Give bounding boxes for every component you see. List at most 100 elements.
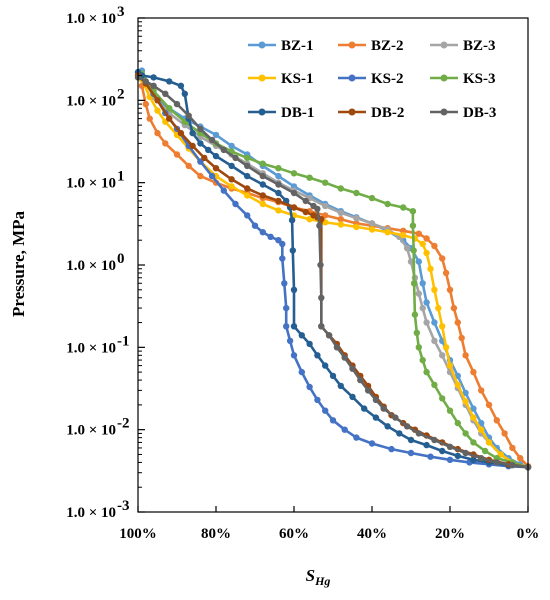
legend-swatch-marker-ks-1 bbox=[258, 74, 266, 82]
data-point-ks-1-19 bbox=[400, 232, 407, 239]
data-point-ks-3-30 bbox=[454, 419, 461, 427]
data-point-bz-2-25 bbox=[442, 269, 450, 277]
legend-item-db-1: DB-1 bbox=[248, 105, 314, 121]
legend-label-db-1: DB-1 bbox=[281, 105, 314, 121]
data-point-ks-3-15 bbox=[368, 194, 376, 202]
data-point-ks-1-18 bbox=[384, 229, 391, 236]
data-point-ks-2-28 bbox=[368, 440, 376, 447]
data-point-bz-2-32 bbox=[478, 387, 485, 394]
data-point-db-1-35 bbox=[454, 452, 461, 460]
legend-label-ks-3: KS-3 bbox=[463, 71, 496, 87]
data-point-ks-1-8 bbox=[228, 183, 235, 190]
series-db-1 bbox=[134, 68, 532, 471]
legend-label-ks-1: KS-1 bbox=[281, 71, 314, 87]
data-point-db-3-29 bbox=[392, 414, 399, 421]
data-point-bz-2-7 bbox=[197, 172, 204, 180]
data-point-ks-1-17 bbox=[368, 226, 376, 233]
data-point-ks-3-21 bbox=[410, 280, 418, 287]
legend-swatch-marker-bz-3 bbox=[440, 41, 448, 49]
data-point-ks-2-7 bbox=[220, 187, 227, 194]
data-point-bz-2-31 bbox=[470, 368, 477, 376]
data-point-db-3-35 bbox=[478, 455, 485, 462]
data-point-ks-2-30 bbox=[407, 449, 415, 457]
data-point-db-1-9 bbox=[205, 146, 212, 154]
data-point-db-1-29 bbox=[372, 414, 380, 421]
legend-item-bz-1: BZ-1 bbox=[248, 38, 314, 54]
data-point-db-2-6 bbox=[201, 154, 208, 162]
y-tick-label-exp-4: 1 bbox=[117, 169, 125, 185]
y-tick-label-exp-0: -3 bbox=[117, 498, 130, 514]
legend-item-bz-3: BZ-3 bbox=[430, 38, 496, 54]
data-point-db-1-28 bbox=[361, 405, 368, 412]
legend-label-db-3: DB-3 bbox=[463, 105, 496, 121]
legend: BZ-1 BZ-2 BZ-3 KS-1 KS-2 KS-3 DB-1 DB-2 DB-3 bbox=[248, 38, 496, 121]
data-point-ks-1-9 bbox=[244, 192, 251, 199]
data-point-ks-3-24 bbox=[415, 344, 422, 351]
data-point-ks-3-8 bbox=[259, 160, 266, 167]
data-point-db-2-9 bbox=[244, 185, 251, 192]
data-point-bz-2-22 bbox=[423, 235, 430, 242]
y-tick-label-4: 1.0 × 10 bbox=[66, 176, 116, 192]
data-point-ks-3-11 bbox=[306, 174, 313, 181]
data-point-bz-2-29 bbox=[458, 334, 465, 342]
y-tick-label-exp-6: 3 bbox=[117, 4, 125, 20]
y-tick-label-5: 1.0 × 10 bbox=[66, 93, 116, 109]
data-point-ks-2-18 bbox=[283, 323, 290, 330]
legend-swatch-marker-ks-2 bbox=[348, 74, 356, 82]
data-point-db-3-33 bbox=[446, 443, 454, 450]
data-point-db-1-7 bbox=[189, 129, 196, 137]
data-point-ks-2-23 bbox=[314, 396, 321, 404]
data-point-ks-3-22 bbox=[411, 311, 419, 318]
data-point-bz-2-23 bbox=[431, 242, 438, 250]
data-point-ks-3-32 bbox=[470, 439, 477, 446]
data-point-db-3-14 bbox=[302, 197, 309, 205]
legend-swatch-marker-db-1 bbox=[258, 108, 266, 116]
data-point-ks-1-11 bbox=[275, 207, 282, 214]
data-point-bz-3-25 bbox=[439, 352, 446, 359]
data-point-db-3-25 bbox=[357, 376, 364, 384]
data-point-bz-2-27 bbox=[450, 304, 458, 312]
data-point-bz-3-13 bbox=[337, 209, 344, 216]
legend-item-ks-1: KS-1 bbox=[248, 71, 314, 87]
data-point-ks-1-27 bbox=[442, 344, 450, 351]
axes-layer: 1.0 × 10 -31.0 × 10 -21.0 × 10 -11.0 × 10 01… bbox=[66, 4, 539, 542]
legend-swatch-marker-db-3 bbox=[440, 108, 448, 116]
data-point-ks-2-24 bbox=[322, 407, 329, 414]
data-point-ks-3-25 bbox=[419, 356, 426, 364]
series-line-db-1 bbox=[137, 71, 529, 469]
data-point-db-2-11 bbox=[275, 197, 282, 205]
data-point-db-2-7 bbox=[212, 165, 220, 172]
legend-item-ks-2: KS-2 bbox=[338, 71, 404, 87]
x-tick-label-5: 0% bbox=[517, 526, 540, 542]
data-point-db-3-12 bbox=[275, 181, 282, 188]
legend-label-bz-1: BZ-1 bbox=[281, 38, 314, 54]
data-point-ks-3-2 bbox=[166, 105, 173, 112]
y-tick-label-0: 1.0 × 10 bbox=[66, 505, 116, 521]
y-tick-label-2: 1.0 × 10 bbox=[66, 340, 116, 356]
y-tick-label-6: 1.0 × 10 bbox=[66, 11, 116, 27]
data-point-db-1-21 bbox=[298, 332, 305, 339]
data-point-ks-3-20 bbox=[410, 247, 417, 254]
data-point-bz-2-34 bbox=[493, 417, 500, 424]
data-point-db-3-26 bbox=[364, 387, 372, 394]
data-point-db-1-34 bbox=[439, 447, 446, 455]
data-point-db-1-2 bbox=[150, 74, 157, 81]
data-point-ks-3-14 bbox=[353, 189, 360, 197]
data-point-bz-2-3 bbox=[154, 129, 161, 137]
y-tick-label-exp-5: 2 bbox=[117, 86, 125, 102]
data-point-ks-3-10 bbox=[290, 170, 298, 177]
x-axis-label: SHg bbox=[306, 566, 331, 588]
data-point-db-1-18 bbox=[289, 247, 296, 254]
data-point-db-3-27 bbox=[372, 396, 380, 404]
data-point-bz-1-27 bbox=[470, 405, 477, 412]
data-point-bz-3-12 bbox=[322, 202, 329, 210]
data-point-ks-1-23 bbox=[427, 265, 434, 272]
data-point-bz-2-35 bbox=[501, 430, 508, 437]
data-point-db-3-34 bbox=[462, 449, 469, 457]
data-point-db-3-22 bbox=[333, 344, 341, 351]
data-point-bz-1-5 bbox=[212, 131, 220, 139]
data-point-db-1-22 bbox=[306, 340, 313, 348]
data-point-db-3-4 bbox=[173, 100, 181, 108]
data-point-db-1-11 bbox=[228, 162, 235, 170]
